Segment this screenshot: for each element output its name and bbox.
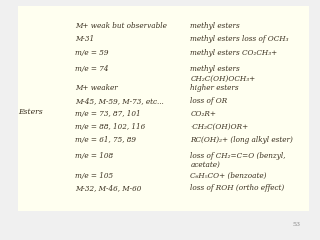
Text: m/e = 88, 102, 116: m/e = 88, 102, 116 bbox=[75, 123, 146, 131]
Text: methyl esters CO₂CH₃+: methyl esters CO₂CH₃+ bbox=[190, 49, 278, 57]
Text: m/e = 74: m/e = 74 bbox=[75, 65, 109, 73]
Text: loss of CH₂=C=O (benzyl,
acetate): loss of CH₂=C=O (benzyl, acetate) bbox=[190, 152, 286, 169]
Text: loss of OR: loss of OR bbox=[190, 97, 228, 105]
Text: methyl esters: methyl esters bbox=[190, 22, 240, 30]
Text: Esters: Esters bbox=[18, 108, 43, 116]
Text: RC(OH)₂+ (long alkyl ester): RC(OH)₂+ (long alkyl ester) bbox=[190, 136, 293, 144]
Text: m/e = 105: m/e = 105 bbox=[75, 172, 113, 180]
Text: CO₂R+: CO₂R+ bbox=[190, 110, 216, 118]
Text: m/e = 73, 87, 101: m/e = 73, 87, 101 bbox=[75, 110, 141, 118]
Text: m/e = 61, 75, 89: m/e = 61, 75, 89 bbox=[75, 136, 136, 144]
Text: methyl esters
CH₂C(OH)OCH₃+: methyl esters CH₂C(OH)OCH₃+ bbox=[190, 65, 256, 83]
Text: M+ weaker: M+ weaker bbox=[75, 84, 118, 92]
Text: M-32, M-46, M-60: M-32, M-46, M-60 bbox=[75, 184, 141, 192]
Text: m/e = 108: m/e = 108 bbox=[75, 152, 113, 160]
Text: M+ weak but observable: M+ weak but observable bbox=[75, 22, 167, 30]
Text: ·CH₂C(OH)OR+: ·CH₂C(OH)OR+ bbox=[190, 123, 249, 131]
Text: C₆H₅CO+ (benzoate): C₆H₅CO+ (benzoate) bbox=[190, 172, 267, 180]
Text: loss of ROH (ortho effect): loss of ROH (ortho effect) bbox=[190, 184, 285, 192]
Text: M-31: M-31 bbox=[75, 35, 94, 43]
Text: higher esters: higher esters bbox=[190, 84, 239, 92]
Text: methyl esters loss of OCH₃: methyl esters loss of OCH₃ bbox=[190, 35, 289, 43]
Text: 53: 53 bbox=[293, 222, 301, 227]
Text: M-45, M-59, M-73, etc...: M-45, M-59, M-73, etc... bbox=[75, 97, 164, 105]
Text: m/e = 59: m/e = 59 bbox=[75, 49, 109, 57]
FancyBboxPatch shape bbox=[18, 6, 309, 211]
